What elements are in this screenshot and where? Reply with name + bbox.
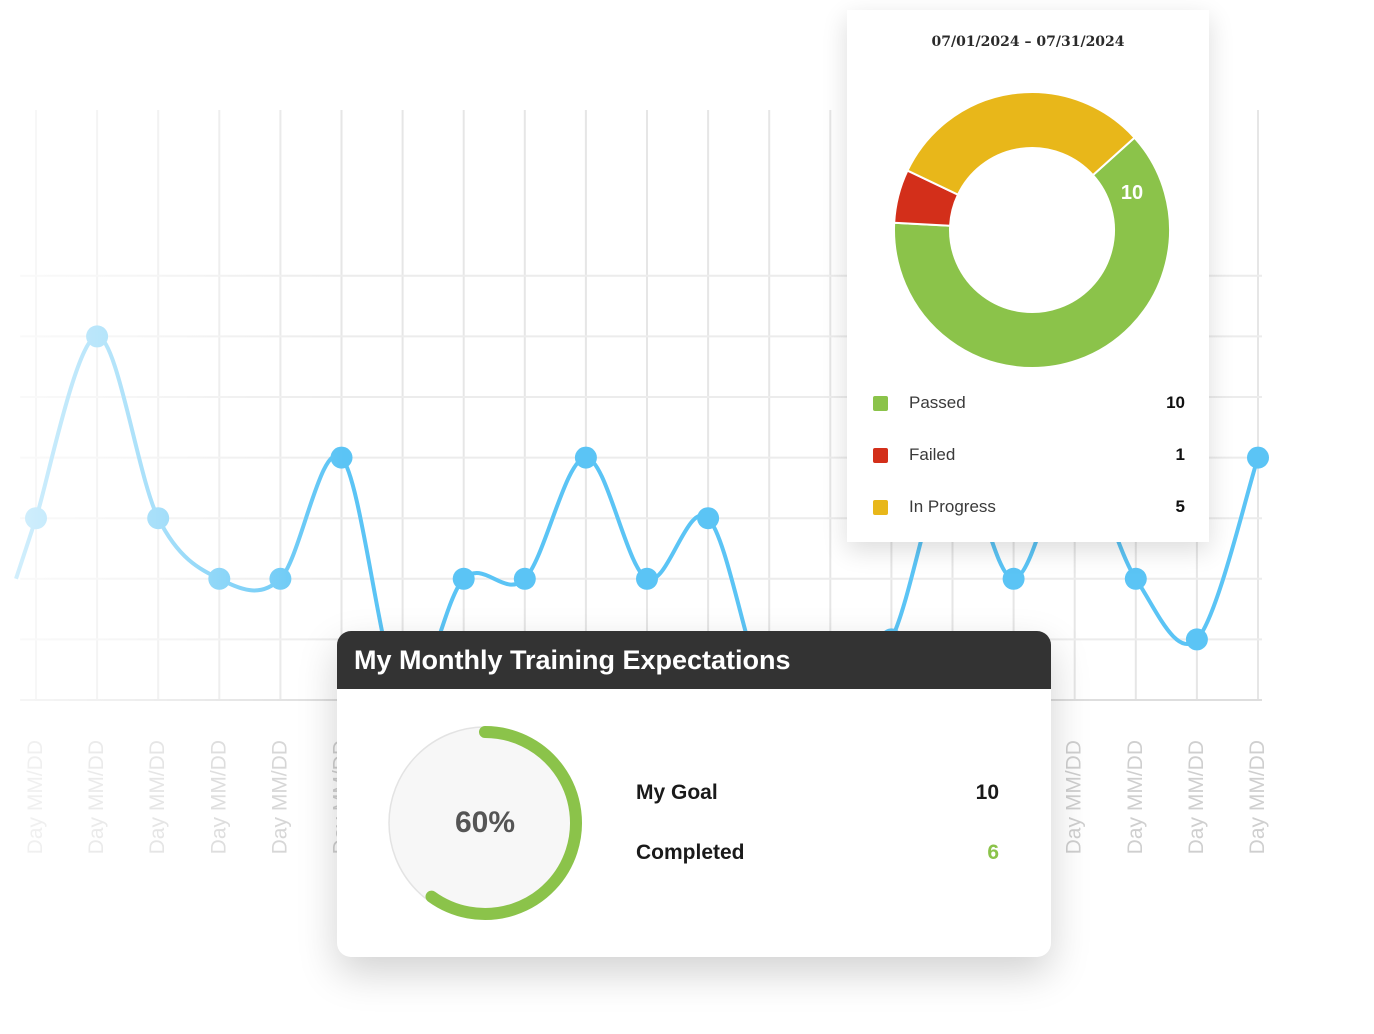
- legend-label: Passed: [909, 393, 966, 412]
- progress-ring: [388, 726, 582, 920]
- in-progress-swatch: [873, 500, 888, 515]
- goal-row: My Goal 10: [636, 781, 999, 811]
- data-point: [269, 567, 292, 590]
- legend-label: In Progress: [909, 497, 996, 516]
- legend-item-in-progress: In Progress 5: [873, 495, 1185, 519]
- passed-swatch: [873, 396, 888, 411]
- date-separator: –: [1024, 34, 1032, 50]
- legend-value: 5: [1175, 497, 1185, 516]
- data-point: [330, 446, 353, 469]
- date-end: 07/31/2024: [1036, 34, 1125, 50]
- legend-item-passed: Passed 10: [873, 391, 1185, 415]
- x-tick-label: Day MM/DD: [1124, 740, 1147, 854]
- data-point: [1002, 567, 1025, 590]
- data-point: [636, 567, 658, 590]
- data-point: [208, 567, 231, 590]
- legend-value: 1: [1175, 445, 1185, 464]
- card-title: My Monthly Training Expectations: [354, 645, 791, 675]
- data-point: [86, 325, 109, 348]
- data-point: [452, 567, 475, 590]
- donut-slice-in-progress: [906, 91, 1136, 197]
- donut-passed-label: 10: [1121, 182, 1143, 204]
- x-tick-label: Day MM/DD: [268, 740, 291, 854]
- goal-value: 10: [975, 781, 999, 804]
- failed-swatch: [873, 448, 888, 463]
- data-point: [697, 507, 720, 530]
- completed-value: 6: [987, 841, 999, 864]
- legend-item-failed: Failed 1: [873, 443, 1185, 467]
- data-point: [1124, 567, 1147, 590]
- date-range: 07/01/2024 – 07/31/2024: [847, 34, 1209, 50]
- completed-row: Completed 6: [636, 841, 999, 871]
- data-point: [1185, 628, 1208, 651]
- date-start: 07/01/2024: [931, 34, 1020, 50]
- goal-label: My Goal: [636, 781, 718, 804]
- x-tick-label: Day MM/DD: [85, 740, 108, 854]
- x-tick-label: Day MM/DD: [146, 740, 169, 854]
- legend-value: 10: [1166, 393, 1185, 412]
- legend-label: Failed: [909, 445, 956, 464]
- progress-percent: 60%: [454, 806, 516, 839]
- donut-slice-passed: [893, 136, 1171, 369]
- data-point: [513, 567, 536, 590]
- monthly-training-card: My Monthly Training Expectations 60% My …: [337, 631, 1051, 957]
- data-point: [25, 507, 47, 530]
- x-tick-label: Day MM/DD: [1063, 740, 1086, 854]
- status-donut-card: 10 07/01/2024 – 07/31/2024 Passed 10 Fai…: [847, 10, 1209, 542]
- x-tick-label: Day MM/DD: [1246, 740, 1269, 854]
- completed-label: Completed: [636, 841, 745, 864]
- progress-arc: [425, 726, 582, 920]
- data-point: [1247, 446, 1269, 469]
- x-tick-label: Day MM/DD: [1185, 740, 1208, 854]
- x-tick-label: Day MM/DD: [207, 740, 230, 854]
- data-point: [147, 507, 170, 530]
- card-header: My Monthly Training Expectations: [337, 631, 1051, 689]
- data-point: [574, 446, 597, 469]
- x-tick-label: Day MM/DD: [24, 740, 47, 854]
